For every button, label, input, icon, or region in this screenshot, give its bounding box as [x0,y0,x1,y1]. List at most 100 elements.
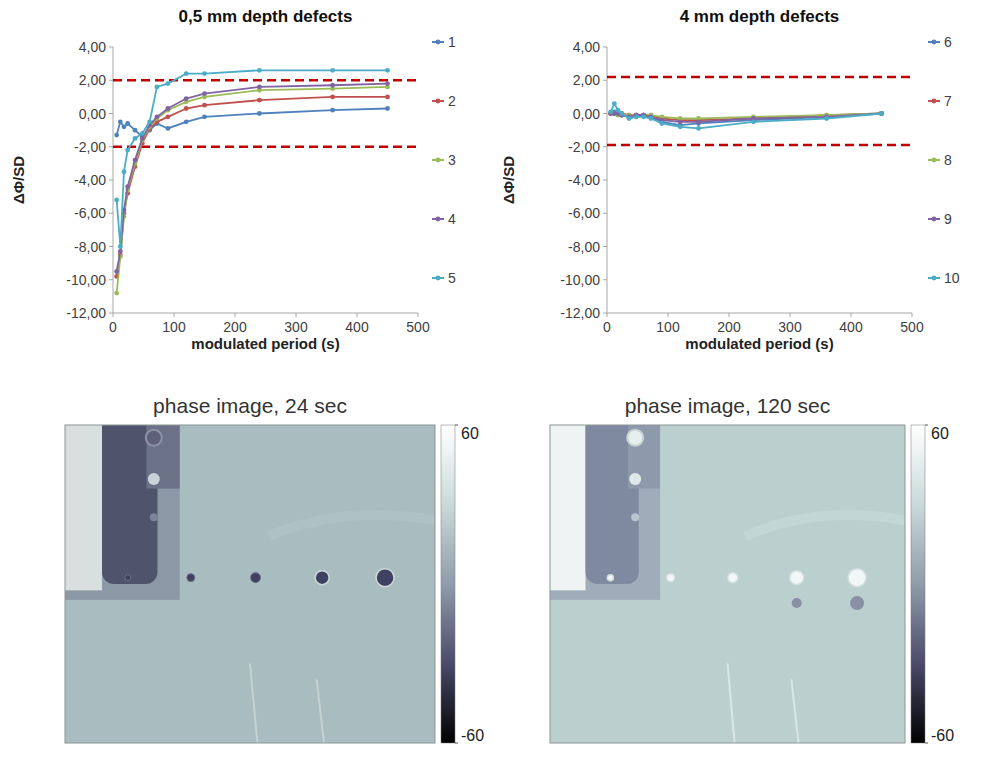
legend-label: 10 [944,270,960,286]
series-point [634,114,639,119]
chart-title: 0,5 mm depth defects [179,7,353,26]
defect-spot [315,571,329,585]
series-point [634,114,639,119]
series-point [118,249,123,254]
series-point [184,96,189,101]
x-tick [607,313,608,317]
x-tick [296,313,297,317]
y-tick-label: -4,00 [74,172,106,188]
image-texture [745,515,905,536]
x-tick [357,313,358,317]
series-point [879,111,884,116]
series-point [660,121,665,126]
y-tick-label: -4,00 [568,172,600,188]
x-tick-label: 0 [109,319,117,335]
x-tick-label: 200 [223,319,247,335]
fixture-block [628,425,660,489]
fixture-block [146,425,179,489]
series-point [184,106,189,111]
series-point [696,126,701,131]
x-tick-label: 100 [656,319,680,335]
plot-area [113,68,418,296]
legend-marker [436,99,441,104]
series-point [147,119,152,124]
legend-label: 8 [944,152,952,168]
x-tick-label: 100 [162,319,186,335]
image-title: phase image, 24 sec [153,394,347,417]
series-line [117,97,388,277]
phase-image [550,425,905,743]
colorbar-tick-label: 60 [461,425,479,442]
x-axis-line [113,313,418,314]
legend-label: 5 [448,270,456,286]
x-tick [174,313,175,317]
legend-label: 9 [944,211,952,227]
y-tick-label: 4,00 [573,39,600,55]
y-tick [603,80,607,81]
y-tick [109,146,113,147]
series-point [202,71,207,76]
series-point [330,108,335,113]
series-point [155,85,160,90]
y-tick [109,80,113,81]
fixture-hole [629,473,641,485]
fixture-hole [146,430,162,446]
image-texture [250,664,257,744]
legend-marker [932,40,937,45]
series-point [612,101,617,106]
x-tick-label: 500 [406,319,430,335]
series-point [627,116,632,121]
y-tick-label: 4,00 [79,39,106,55]
defect-spot [125,575,131,581]
defect-spot [376,569,394,587]
series-point [257,68,262,73]
series-point [114,133,119,138]
series-point [202,91,207,96]
series-point [133,136,138,141]
colorbar-tick-label: -60 [461,727,484,744]
y-tick-label: -10,00 [560,272,600,288]
fixture-edge [550,425,586,590]
x-tick-label: 300 [778,319,802,335]
series-line [117,109,388,137]
y-axis-title: ΔΦ/SD [10,156,27,204]
defect-spot [251,573,261,583]
series-point [133,158,138,163]
series-line [117,87,388,293]
fixture-hole [631,513,639,521]
series-point [385,81,390,86]
legend-marker [436,40,441,45]
y-tick-label: -6,00 [568,205,600,221]
y-tick [603,279,607,280]
series-line [117,70,388,246]
y-tick-label: -8,00 [74,239,106,255]
line-chart: -12,00-10,00-8,00-6,00-4,00-2,000,002,00… [500,7,960,352]
x-tick [668,313,669,317]
legend-label: 1 [448,34,456,50]
y-tick [109,246,113,247]
x-tick-label: 0 [603,319,611,335]
image-texture [791,679,798,743]
defect-spot [607,575,613,581]
colorbar-tick [925,425,928,426]
x-axis-title: modulated period (s) [685,335,833,352]
x-tick-label: 200 [717,319,741,335]
y-tick-label: -6,00 [74,205,106,221]
x-tick [851,313,852,317]
figure: -12,00-10,00-8,00-6,00-4,00-2,000,002,00… [0,0,989,758]
y-tick [603,113,607,114]
legend-marker [932,158,937,163]
series-point [330,94,335,99]
x-tick-label: 500 [900,319,924,335]
fixture-hole [148,473,160,485]
image-frame [550,425,905,743]
series-line [117,84,388,272]
phase-image-panel: 60 -60 phase image, 24 sec [65,394,484,744]
legend-marker [436,217,441,222]
series-point [114,291,119,296]
series-point [184,71,189,76]
y-tick [109,180,113,181]
series-point [385,106,390,111]
colorbar [441,425,455,743]
series-point [385,94,390,99]
